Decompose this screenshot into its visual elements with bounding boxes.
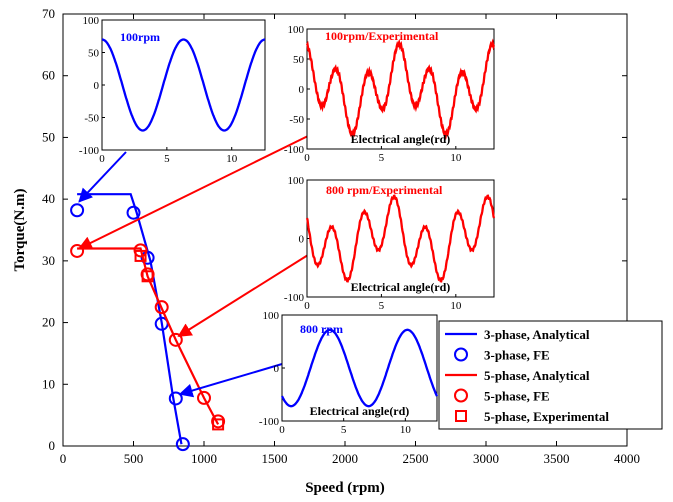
inset-y-tick-label: -100 <box>259 416 280 428</box>
inset-1: 0 5 10 100 50 0 -50 -100 100rpm/Experimental Elec… <box>284 24 496 164</box>
legend-box <box>438 320 663 430</box>
inset-frame <box>306 28 495 150</box>
inset-y-tick-label: -50 <box>289 114 304 126</box>
inset-title: 100rpm <box>120 30 160 44</box>
inset-x-tick-label: 10 <box>450 300 462 312</box>
inset-x-tick-label: 0 <box>304 300 310 312</box>
inset-y-tick-label: 0 <box>274 363 280 375</box>
x-tick-label: 1500 <box>262 451 288 466</box>
inset-x-axis-label: Electrical angle(rd) <box>351 280 451 294</box>
inset-frame <box>306 179 495 298</box>
inset-title: 800 rpm <box>300 322 343 336</box>
y-tick-label: 0 <box>49 438 56 453</box>
legend-label: 3-phase, FE <box>484 348 550 363</box>
inset-x-tick-label: 10 <box>226 153 238 165</box>
legend: 3-phase, Analytical 3-phase, FE 5-phase, A… <box>438 320 663 430</box>
x-tick-label: 1000 <box>191 451 217 466</box>
inset-waveform <box>305 38 496 141</box>
inset-0: 0 5 10 100 50 0 -50 -100 100rpm <box>79 15 266 165</box>
inset-y-tick-label: -100 <box>284 144 305 156</box>
data-point-circle-3 <box>70 243 85 258</box>
data-point-square <box>141 270 154 283</box>
inset-y-tick-label: 50 <box>88 48 100 60</box>
data-point-circle-1 <box>70 203 85 218</box>
inset-x-tick-label: 0 <box>279 424 285 436</box>
data-point-circle-1 <box>126 205 141 220</box>
inset-x-axis-label: Electrical angle(rd) <box>351 132 451 146</box>
inset-y-tick-label: 0 <box>299 84 305 96</box>
data-point-circle-3 <box>154 300 169 315</box>
inset-y-tick-label: 100 <box>263 310 280 322</box>
inset-y-tick-label: 0 <box>299 234 305 246</box>
x-tick-label: 2500 <box>403 451 429 466</box>
inset-pointer-arrow-0 <box>78 151 127 203</box>
inset-y-tick-label: -100 <box>79 145 100 157</box>
y-axis-label: Torque(N.m) <box>12 189 28 272</box>
legend-label: 3-phase, Analytical <box>484 327 590 342</box>
inset-y-tick-label: -100 <box>284 292 305 304</box>
inset-x-axis-label: Electrical angle(rd) <box>310 404 410 418</box>
y-tick-label: 20 <box>42 315 55 330</box>
legend-label: 5-phase, Analytical <box>484 368 590 383</box>
legend-label: 5-phase, FE <box>484 389 550 404</box>
inset-waveform <box>305 194 496 283</box>
inset-frame <box>101 19 266 151</box>
inset-x-tick-label: 5 <box>164 153 170 165</box>
x-tick-label: 4000 <box>614 451 640 466</box>
legend-swatch-circle <box>454 347 468 362</box>
inset-title: 800 rpm/Experimental <box>326 183 443 197</box>
inset-y-tick-label: 50 <box>293 54 305 66</box>
data-point-square <box>134 249 147 262</box>
x-axis-label: Speed (rpm) <box>305 480 385 496</box>
main-axes: 0 500 1000 1500 2000 2500 3000 3500 400001020304… <box>12 6 640 496</box>
inset-waveform <box>102 38 265 132</box>
inset-pointer-arrow-2 <box>177 254 309 337</box>
x-tick-label: 3500 <box>544 451 570 466</box>
data-point-circle-3 <box>197 390 211 405</box>
x-tick-label: 2000 <box>332 451 358 466</box>
data-point-square <box>212 418 225 431</box>
y-tick-label: 40 <box>42 191 55 206</box>
x-tick-label: 3000 <box>473 451 499 466</box>
inset-x-tick-label: 0 <box>304 152 310 164</box>
data-point-circle-1 <box>140 250 155 265</box>
legend-swatch-square <box>455 410 467 422</box>
y-tick-label: 50 <box>42 129 55 144</box>
series-line-0 <box>77 193 183 445</box>
legend-label: 5-phase, Experimental <box>484 409 609 424</box>
data-point-circle-1 <box>175 437 190 452</box>
inset-y-tick-label: 100 <box>288 175 305 187</box>
x-tick-label: 0 <box>60 451 67 466</box>
inset-x-tick-label: 0 <box>99 153 105 165</box>
inset-x-tick-label: 10 <box>400 424 412 436</box>
inset-y-tick-label: 100 <box>288 24 305 36</box>
legend-swatch-circle <box>454 388 468 403</box>
x-tick-label: 500 <box>124 451 144 466</box>
inset-x-tick-label: 10 <box>450 152 462 164</box>
inset-waveform <box>280 328 439 408</box>
data-point-circle-3 <box>168 332 183 347</box>
inset-title: 100rpm/Experimental <box>325 29 439 43</box>
y-tick-label: 10 <box>42 376 55 391</box>
inset-x-tick-label: 5 <box>379 300 385 312</box>
inset-arrows <box>77 134 311 398</box>
inset-pointer-arrow-1 <box>77 134 311 250</box>
inset-y-tick-label: -50 <box>84 113 99 125</box>
data-point-circle-1 <box>168 391 183 406</box>
inset-x-tick-label: 5 <box>379 152 385 164</box>
y-tick-label: 60 <box>42 68 55 83</box>
inset-pointer-arrow-3 <box>178 363 283 398</box>
y-tick-label: 30 <box>42 253 55 268</box>
inset-y-tick-label: 0 <box>94 80 100 92</box>
series-line-2 <box>77 247 220 425</box>
inset-y-tick-label: 100 <box>83 15 100 27</box>
y-tick-label: 70 <box>42 6 55 21</box>
inset-x-tick-label: 5 <box>341 424 347 436</box>
